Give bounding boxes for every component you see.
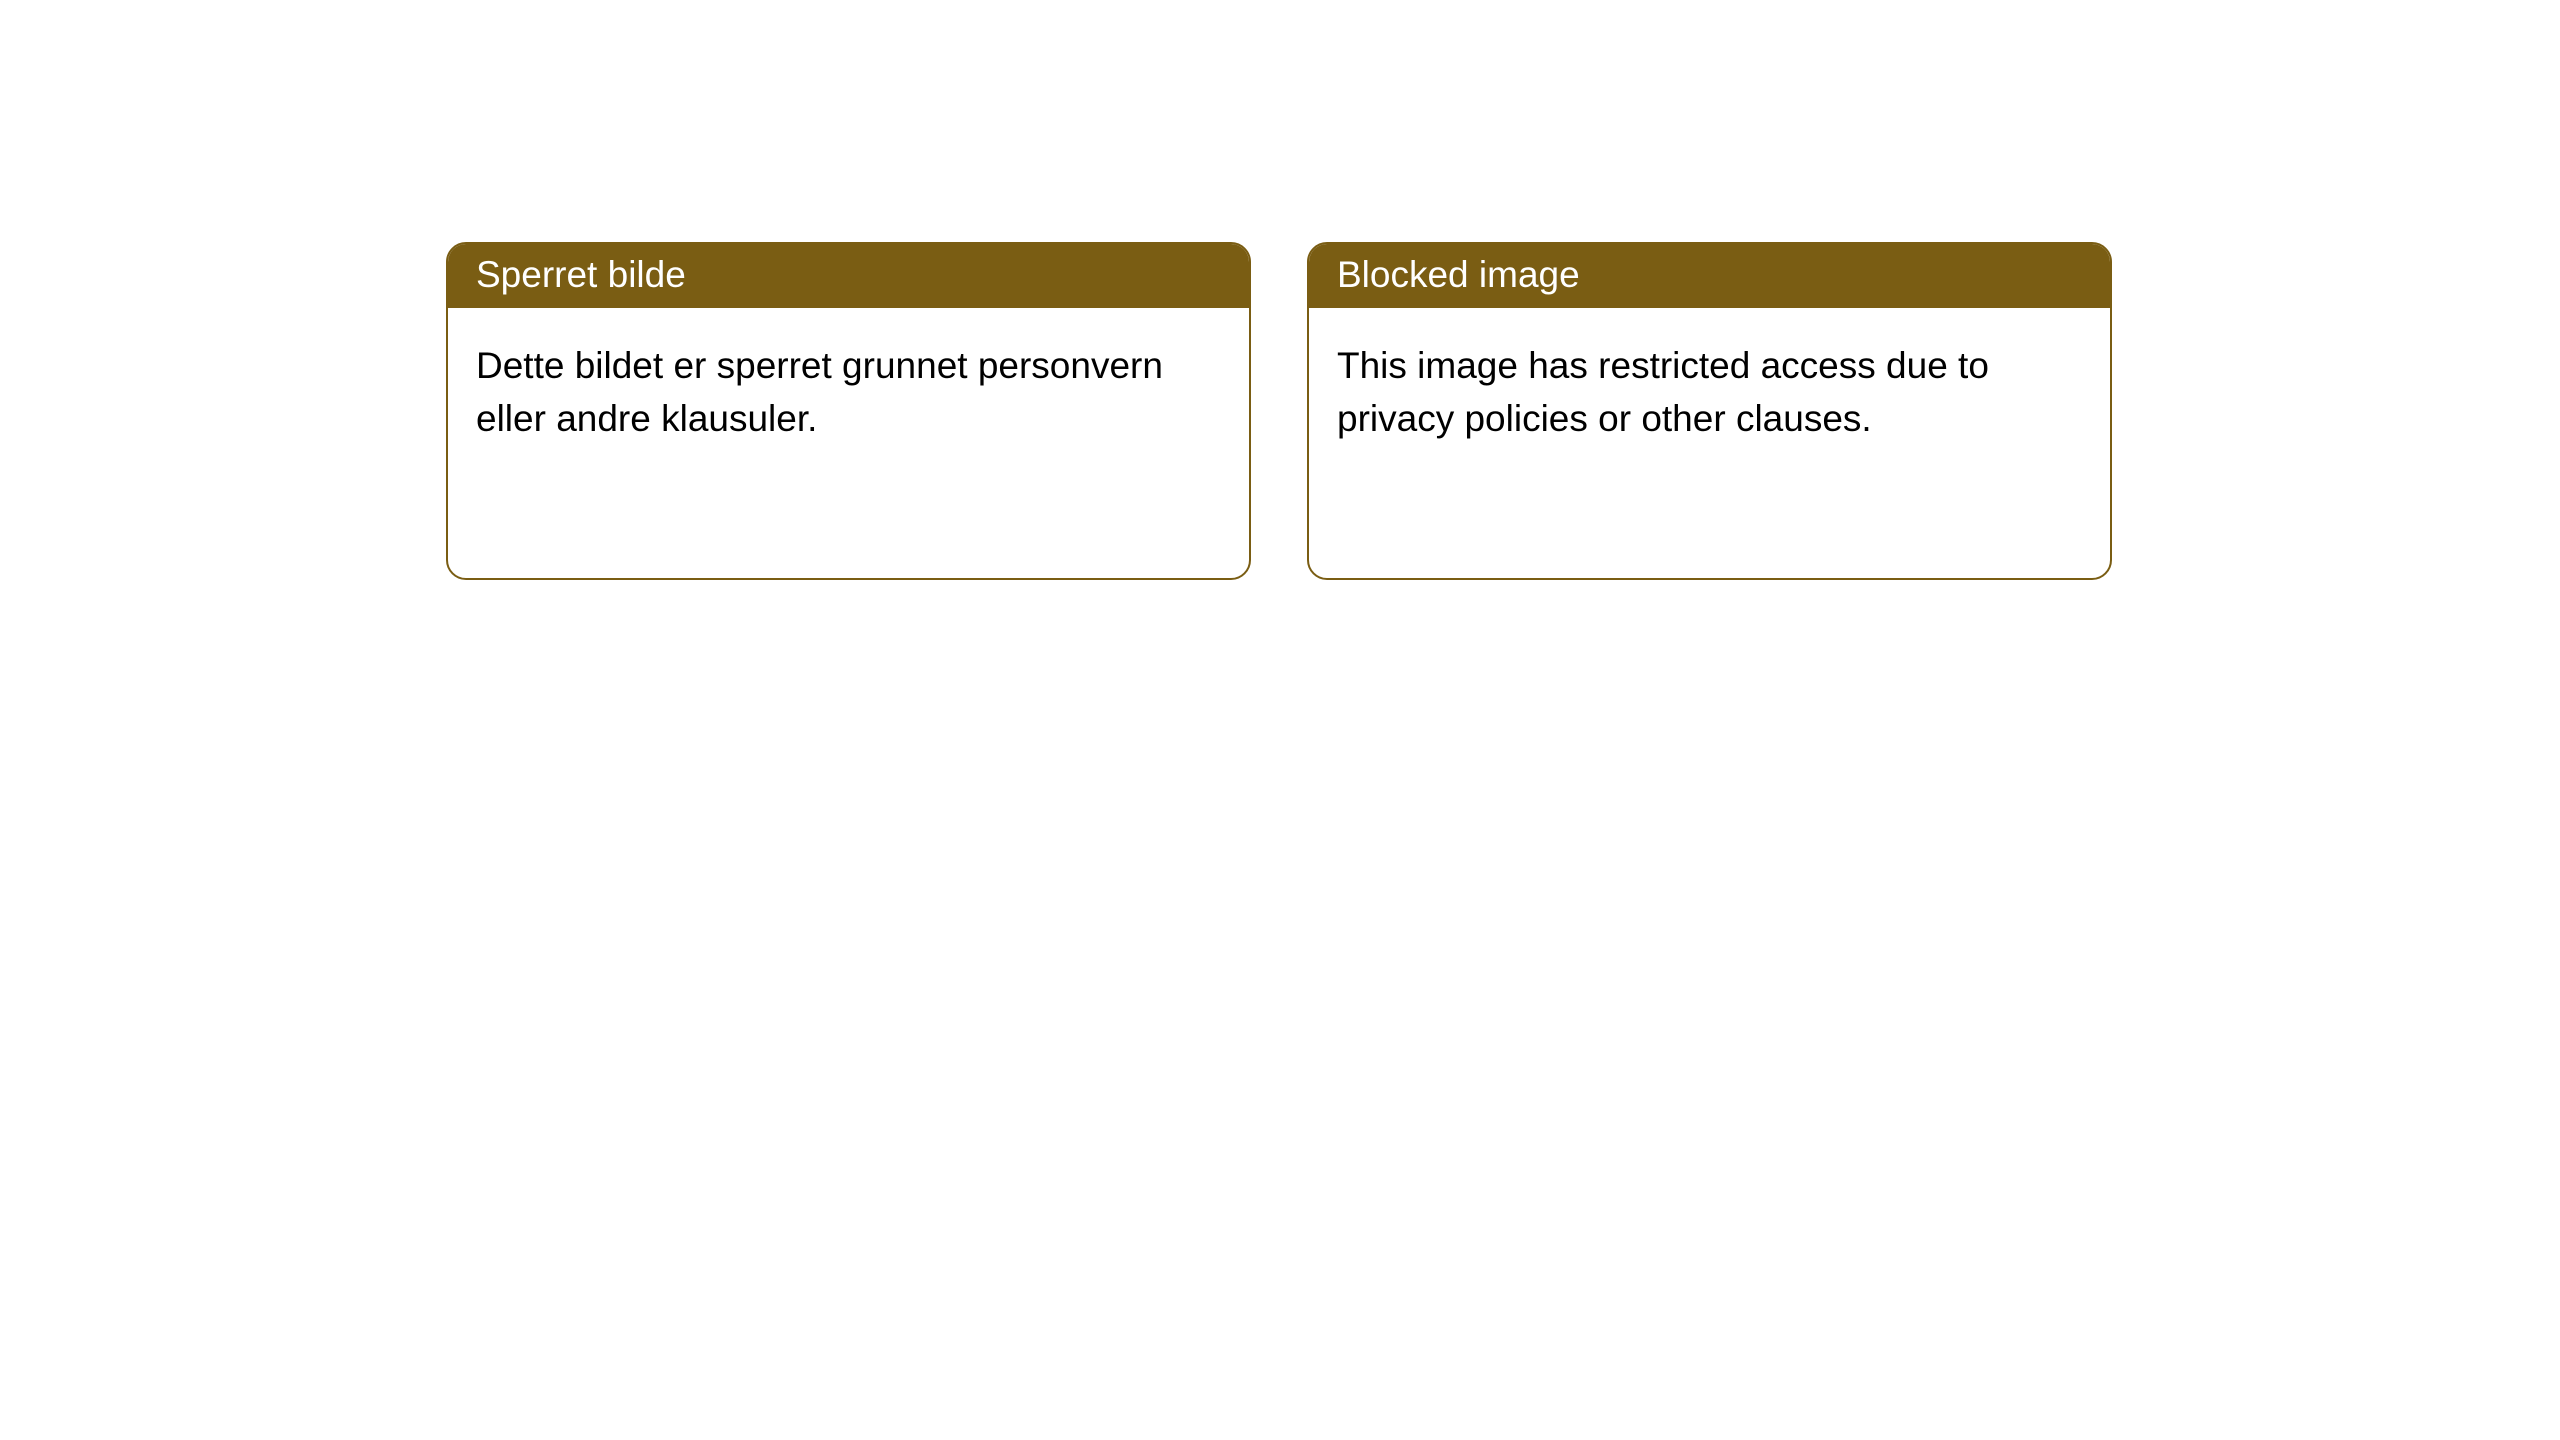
notice-card-body: This image has restricted access due to … [1309, 308, 2110, 477]
notice-card-title: Sperret bilde [448, 244, 1249, 308]
notice-card-body: Dette bildet er sperret grunnet personve… [448, 308, 1249, 477]
notice-card-english: Blocked image This image has restricted … [1307, 242, 2112, 580]
notice-card-norwegian: Sperret bilde Dette bildet er sperret gr… [446, 242, 1251, 580]
notice-card-title: Blocked image [1309, 244, 2110, 308]
notice-card-container: Sperret bilde Dette bildet er sperret gr… [446, 242, 2112, 580]
